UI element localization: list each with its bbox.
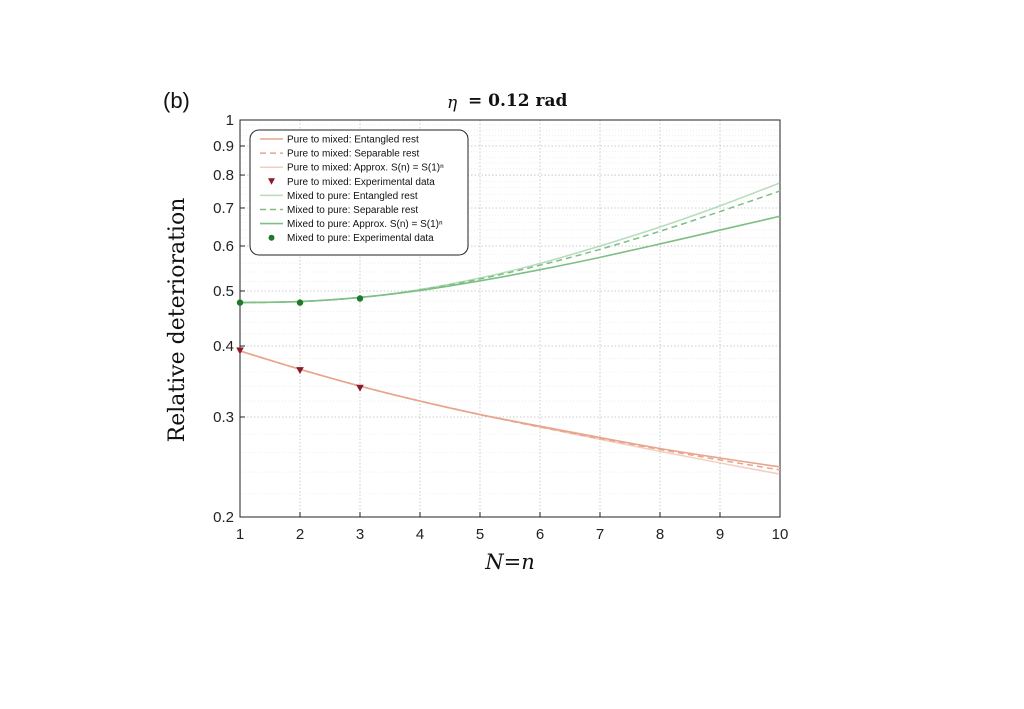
series-markers [236,295,364,392]
legend-box [249,129,469,256]
x-tick-label: 2 [296,526,304,543]
panel-label: (b) [163,88,190,113]
y-tick-label: 0.8 [213,167,234,184]
y-tick-label: 0.5 [213,283,234,300]
chart-title: η = 0.12 rad [447,91,567,113]
x-tick-label: 8 [656,526,664,543]
legend-label: Pure to mixed: Experimental data [287,177,435,188]
legend-swatch [268,234,275,241]
y-tick-label: 1 [226,112,234,129]
legend-label: Pure to mixed: Entangled rest [287,135,419,146]
plot-area [239,119,781,518]
x-tick-label: 10 [772,526,789,543]
y-axis-label: Relative deterioration [165,198,190,443]
grid [239,119,781,518]
y-tick-label: 0.7 [213,200,234,217]
title-symbol: η [447,93,458,113]
x-tick-label: 3 [356,526,364,543]
y-axis: 0.2 0.3 0.4 0.5 0.6 0.7 0.8 0.9 1 [213,112,245,526]
data-point-mixed [296,299,304,306]
x-tick-label: 9 [716,526,724,543]
x-tick-label: 4 [416,526,424,543]
x-axis: 1 2 3 4 5 6 7 8 9 10 [236,512,789,543]
y-tick-label: 0.4 [213,338,234,355]
series-line-2 [239,350,781,475]
data-point-pure [236,347,244,355]
series-line-0 [239,350,781,468]
x-tick-label: 7 [596,526,604,543]
data-point-pure [356,384,364,392]
title-value: = 0.12 rad [468,91,567,111]
y-tick-label: 0.3 [213,409,234,426]
y-tick-label: 0.9 [213,138,234,155]
series-lines [239,182,781,475]
data-point-pure [296,367,304,375]
y-tick-label: 0.2 [213,509,234,526]
legend-label: Pure to mixed: Separable rest [287,149,420,160]
x-tick-label: 5 [476,526,484,543]
x-tick-label: 6 [536,526,544,543]
legend-label: Pure to mixed: Approx. S(n) = S(1)ⁿ [287,163,444,174]
x-tick-label: 1 [236,526,244,543]
legend-label: Mixed to pure: Experimental data [287,233,434,244]
legend-swatch [268,178,275,185]
data-point-mixed [356,295,364,302]
y-tick-label: 0.6 [213,238,234,255]
legend-label: Mixed to pure: Entangled rest [287,191,418,202]
legend: Pure to mixed: Entangled rest Pure to mix… [249,129,469,256]
series-line-6 [239,215,781,304]
data-point-mixed [236,299,244,306]
x-axis-label: N=n [484,550,535,574]
legend-label: Mixed to pure: Separable rest [287,205,418,216]
legend-label: Mixed to pure: Approx. S(n) = S(1)ⁿ [287,219,443,230]
